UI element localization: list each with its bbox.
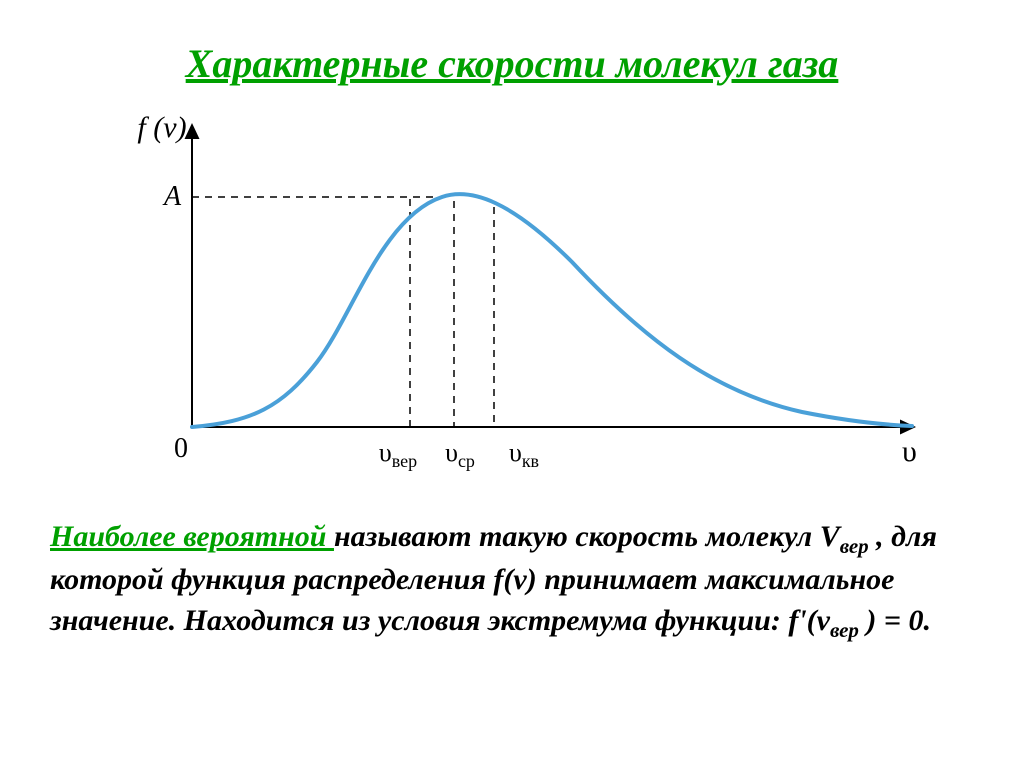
a-label: A	[162, 181, 182, 212]
definition-lead: Наиболее вероятной	[50, 520, 334, 553]
definition-sub-2: вер	[830, 618, 859, 642]
definition-sub-1: вер	[840, 534, 869, 558]
page-title: Характерные скорости молекул газа	[30, 40, 994, 87]
x-axis-label: υ	[902, 435, 917, 468]
origin-label: 0	[174, 433, 188, 464]
definition-body-3: ) = 0.	[859, 604, 931, 637]
y-axis-arrow	[185, 123, 200, 139]
v-cp-label: υср	[445, 438, 475, 471]
v-kv-label: υкв	[509, 438, 539, 471]
definition-text: Наиболее вероятной называют такую скорос…	[30, 517, 994, 644]
distribution-chart: f (ν) 0 Aυ υверυср υкв	[82, 107, 942, 487]
definition-body-1: называют такую скорость молекул V	[334, 520, 840, 553]
distribution-curve	[192, 194, 912, 427]
chart-container: f (ν) 0 Aυ υверυср υкв	[30, 107, 994, 487]
y-axis-label: f (ν)	[137, 111, 186, 144]
v-ver-label: υвер	[379, 438, 417, 471]
